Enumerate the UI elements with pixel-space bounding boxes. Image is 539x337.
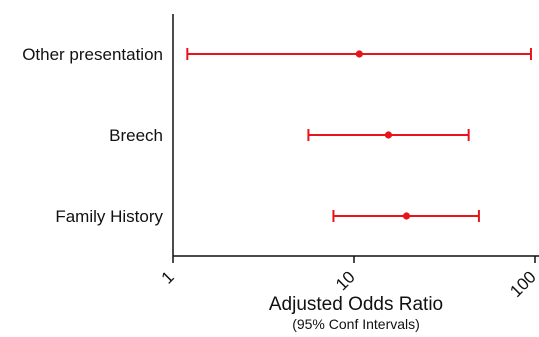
x-tick-label: 10 (332, 267, 359, 294)
odds-ratio-point (384, 131, 393, 139)
x-tick-label: 1 (158, 267, 178, 287)
row-label: Family History (55, 207, 163, 226)
odds-ratio-point (355, 50, 363, 58)
x-tick-label: 100 (506, 267, 539, 300)
forest-row: Family History (55, 207, 480, 226)
odds-ratio-point (402, 212, 411, 220)
forest-row: Breech (109, 126, 470, 145)
x-axis-sublabel: (95% Conf Intervals) (292, 316, 420, 332)
row-label: Other presentation (22, 45, 163, 64)
forest-row: Other presentation (22, 45, 532, 64)
row-label: Breech (109, 126, 163, 145)
forest-rows: Other presentation Breech Family History (22, 45, 532, 226)
x-axis-label: Adjusted Odds Ratio (269, 294, 443, 315)
